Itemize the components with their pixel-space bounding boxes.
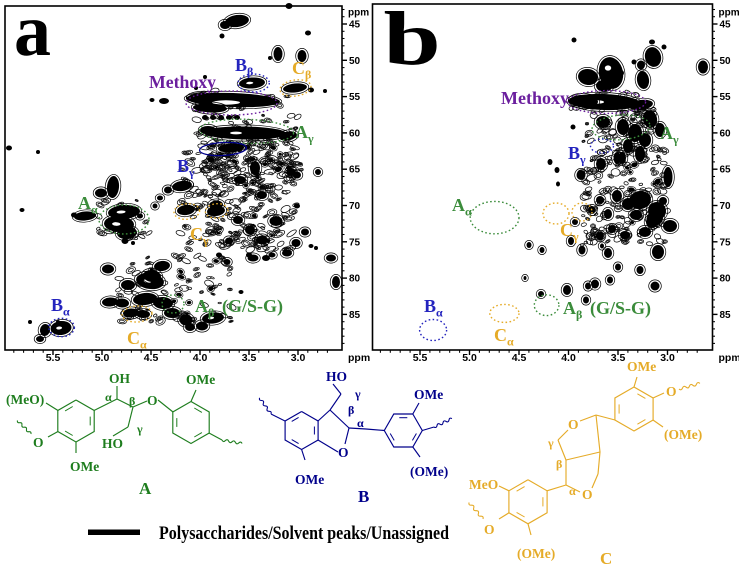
svg-text:70: 70: [349, 201, 361, 212]
svg-text:(MeO): (MeO): [6, 392, 44, 407]
svg-text:b: b: [383, 0, 440, 81]
svg-text:O: O: [568, 417, 579, 432]
svg-text:γ: γ: [136, 422, 143, 436]
svg-text:Methoxy: Methoxy: [149, 72, 216, 92]
svg-text:4.5: 4.5: [144, 352, 159, 364]
svg-text:OMe: OMe: [186, 372, 215, 387]
svg-text:γ: γ: [354, 387, 361, 401]
svg-text:85: 85: [349, 310, 361, 321]
svg-text:O: O: [582, 487, 593, 502]
svg-text:60: 60: [720, 128, 732, 139]
svg-text:75: 75: [720, 237, 732, 248]
svg-text:65: 65: [349, 165, 361, 176]
svg-text:55: 55: [349, 92, 361, 103]
svg-text:α: α: [569, 484, 576, 498]
svg-text:C: C: [600, 549, 612, 568]
svg-text:a: a: [14, 0, 51, 72]
svg-text:(OMe): (OMe): [517, 546, 555, 561]
svg-text:45: 45: [349, 20, 361, 31]
svg-text:β: β: [129, 394, 135, 408]
svg-text:(G/S-G): (G/S-G): [590, 298, 651, 319]
svg-text:3.5: 3.5: [611, 352, 626, 364]
svg-text:OMe: OMe: [414, 387, 443, 402]
svg-text:60: 60: [349, 128, 361, 139]
svg-text:OMe: OMe: [70, 459, 99, 474]
svg-text:70: 70: [720, 201, 732, 212]
svg-text:OMe: OMe: [627, 359, 656, 374]
svg-text:O: O: [147, 393, 158, 408]
svg-text:55: 55: [720, 92, 732, 103]
svg-text:ppm: ppm: [719, 352, 739, 364]
svg-text:ppm: ppm: [719, 8, 739, 19]
svg-text:HO: HO: [326, 369, 347, 384]
svg-text:(OMe): (OMe): [664, 427, 702, 442]
svg-text:(OMe): (OMe): [410, 464, 448, 479]
svg-text:Methoxy: Methoxy: [501, 88, 569, 108]
svg-text:5.0: 5.0: [462, 352, 477, 364]
svg-text:OH: OH: [109, 371, 131, 386]
svg-text:O: O: [666, 384, 677, 399]
svg-text:O: O: [33, 435, 44, 450]
svg-text:5.5: 5.5: [46, 352, 61, 364]
svg-text:80: 80: [349, 274, 361, 285]
svg-text:O: O: [484, 522, 495, 537]
svg-text:80: 80: [720, 274, 732, 285]
svg-text:3.5: 3.5: [242, 352, 257, 364]
svg-text:α: α: [105, 390, 112, 404]
svg-text:ppm: ppm: [348, 8, 369, 19]
svg-text:B: B: [358, 487, 369, 506]
svg-text:α: α: [357, 416, 364, 430]
svg-text:50: 50: [349, 56, 361, 67]
svg-text:Polysaccharides/Solvent peaks/: Polysaccharides/Solvent peaks/Unassigned: [159, 524, 450, 544]
svg-text:OMe: OMe: [295, 472, 324, 487]
svg-text:ppm: ppm: [348, 352, 370, 364]
svg-text:85: 85: [720, 310, 732, 321]
svg-text:MeO: MeO: [469, 477, 498, 492]
svg-text:50: 50: [720, 56, 732, 67]
svg-text:4.5: 4.5: [512, 352, 527, 364]
svg-text:45: 45: [720, 20, 732, 31]
svg-text:3.0: 3.0: [291, 352, 306, 364]
svg-text:4.0: 4.0: [193, 352, 208, 364]
svg-text:β: β: [348, 403, 354, 417]
svg-text:(G/S-G): (G/S-G): [222, 296, 283, 317]
svg-text:γ: γ: [547, 436, 554, 450]
svg-text:5.5: 5.5: [413, 352, 428, 364]
svg-text:5.0: 5.0: [95, 352, 110, 364]
svg-text:4.0: 4.0: [561, 352, 576, 364]
svg-text:3.0: 3.0: [660, 352, 675, 364]
svg-text:HO: HO: [102, 436, 123, 451]
svg-text:β: β: [556, 457, 562, 471]
svg-text:65: 65: [720, 165, 732, 176]
svg-text:O: O: [338, 445, 349, 460]
svg-text:75: 75: [349, 237, 361, 248]
svg-text:A: A: [139, 479, 152, 498]
